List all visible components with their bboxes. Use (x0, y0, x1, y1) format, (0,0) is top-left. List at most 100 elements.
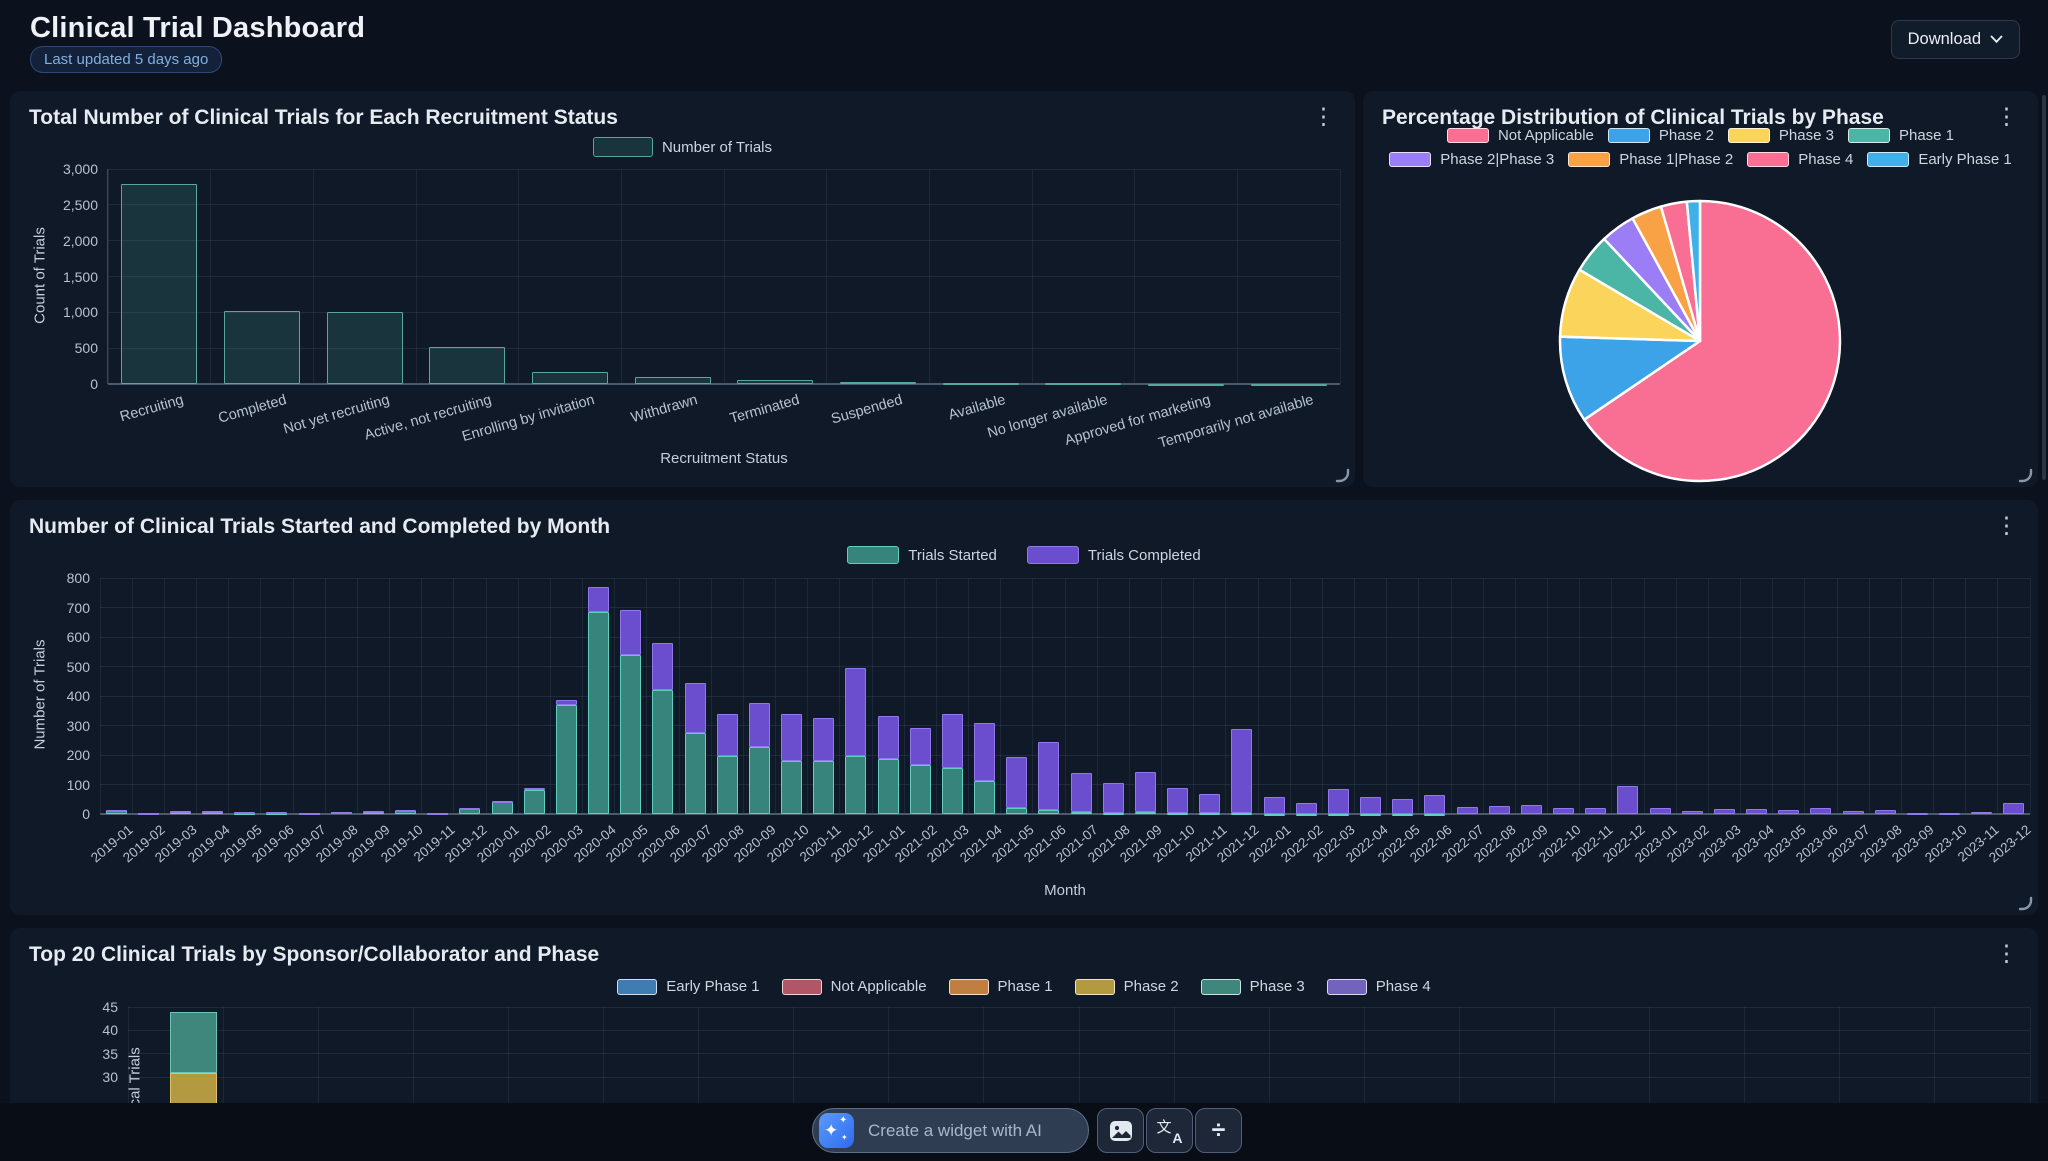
bar-2021-05-trials-started[interactable] (1006, 807, 1028, 814)
bar-2019-04-trials-completed[interactable] (202, 811, 224, 814)
bar-2021-04-trials-started[interactable] (974, 781, 996, 814)
pie-slice-phase-2[interactable] (1558, 335, 1702, 421)
legend-item-phase-2[interactable]: Phase 2 (1607, 127, 1714, 144)
bar-2019-05-trials-completed[interactable] (234, 812, 256, 815)
bar-2019-06-trials-completed[interactable] (266, 811, 288, 814)
bar-completed-count[interactable] (224, 310, 300, 384)
insert-image-button[interactable] (1097, 1108, 1144, 1153)
bar-2021-03-trials-completed[interactable] (941, 713, 963, 769)
bar-2020-09-trials-started[interactable] (748, 746, 770, 814)
pie-slice-early-phase-1[interactable] (1685, 199, 1702, 343)
bar-2023-08-trials-completed[interactable] (1874, 809, 1896, 814)
bar-2023-12-trials-completed[interactable] (2003, 802, 2025, 814)
bar-2019-11-trials-completed[interactable] (427, 812, 449, 815)
bar-2020-02-trials-completed[interactable] (523, 788, 545, 791)
legend-item-phase-4[interactable]: Phase 4 (1747, 151, 1853, 168)
bar-2020-04-trials-completed[interactable] (588, 586, 610, 612)
bar-2020-10-trials-completed[interactable] (781, 713, 803, 761)
bar-2021-10-trials-completed[interactable] (1167, 788, 1189, 814)
bar-2019-12-trials-completed[interactable] (459, 808, 481, 811)
bar-2021-02-trials-completed[interactable] (909, 727, 931, 766)
bar-2019-07-trials-completed[interactable] (298, 812, 320, 815)
bar-enrolling-by-invitation-count[interactable] (532, 372, 608, 384)
bar-2022-02-trials-started[interactable] (1295, 813, 1317, 816)
bar-2022-03-trials-started[interactable] (1327, 813, 1349, 816)
legend-item-not-applicable[interactable]: Not Applicable (1446, 127, 1594, 144)
legend-item-phase-2[interactable]: Phase 2 (1074, 978, 1179, 995)
bar-terminated-count[interactable] (737, 379, 814, 384)
bar-2022-04-trials-started[interactable] (1360, 813, 1382, 816)
bar-2022-11-trials-completed[interactable] (1585, 808, 1607, 814)
bar-2020-03-trials-started[interactable] (555, 704, 577, 814)
bar-2021-07-trials-completed[interactable] (1070, 773, 1092, 812)
bar-2021-09-trials-started[interactable] (1134, 811, 1156, 814)
bar-2023-07-trials-completed[interactable] (1842, 810, 1864, 814)
bar-2021-04-trials-completed[interactable] (974, 723, 996, 782)
legend-item-phase-3[interactable]: Phase 3 (1727, 127, 1834, 144)
bar-2021-06-trials-started[interactable] (1038, 809, 1060, 814)
bar-2020-05-trials-completed[interactable] (620, 610, 642, 655)
bar-2023-02-trials-completed[interactable] (1681, 811, 1703, 814)
bar-2021-01-trials-started[interactable] (877, 759, 899, 814)
bar-2022-01-trials-completed[interactable] (1263, 797, 1285, 814)
panel-menu-kebab-icon[interactable]: ⋮ (1995, 512, 2018, 538)
divide-button[interactable]: ÷ (1195, 1108, 1242, 1153)
bar-2020-07-trials-completed[interactable] (684, 683, 706, 733)
bar-2022-12-trials-completed[interactable] (1617, 785, 1639, 814)
bar-suspended-count[interactable] (840, 382, 916, 385)
legend-item-phase-4[interactable]: Phase 4 (1326, 978, 1431, 995)
bar-2021-12-trials-started[interactable] (1231, 813, 1253, 816)
bar-2019-10-trials-completed[interactable] (395, 810, 417, 813)
panel-resize-handle-icon[interactable] (2018, 896, 2033, 911)
bar-2021-05-trials-completed[interactable] (1006, 757, 1028, 808)
legend-item-trials-started[interactable]: Trials Started (847, 546, 997, 564)
bar-2020-02-trials-started[interactable] (523, 790, 545, 814)
create-widget-ai-button[interactable]: ✦ ✦ ✦ Create a widget with AI (812, 1108, 1089, 1153)
bar-2021-11-trials-started[interactable] (1199, 813, 1221, 816)
bar-2021-01-trials-completed[interactable] (877, 715, 899, 760)
bar-2021-09-trials-completed[interactable] (1134, 771, 1156, 812)
bar-2020-05-trials-started[interactable] (620, 654, 642, 814)
legend-item-phase-1[interactable]: Phase 1 (948, 978, 1053, 995)
bar-2022-07-trials-completed[interactable] (1456, 806, 1478, 814)
bar-2023-03-trials-completed[interactable] (1713, 808, 1735, 814)
bar-2021-02-trials-started[interactable] (909, 765, 931, 814)
legend-item-early-phase-1[interactable]: Early Phase 1 (1867, 151, 2012, 168)
bar-temporarily-not-available-count[interactable] (1250, 383, 1327, 386)
bar-2022-06-trials-completed[interactable] (1424, 794, 1446, 814)
bar-2022-05-trials-completed[interactable] (1392, 798, 1414, 814)
legend-item-phase-2-phase-3[interactable]: Phase 2|Phase 3 (1389, 151, 1554, 168)
panel-menu-kebab-icon[interactable]: ⋮ (1995, 103, 2018, 129)
bar-not-yet-recruiting-count[interactable] (326, 312, 403, 384)
bar-2019-09-trials-completed[interactable] (362, 811, 384, 814)
bar-2019-08-trials-completed[interactable] (330, 811, 352, 814)
bar-2023-01-trials-completed[interactable] (1649, 807, 1671, 814)
bar-2023-06-trials-completed[interactable] (1810, 808, 1832, 814)
bar-2021-08-trials-completed[interactable] (1102, 783, 1124, 813)
page-scrollbar-thumb[interactable] (2042, 95, 2046, 480)
legend-item-early-phase-1[interactable]: Early Phase 1 (617, 978, 760, 995)
bar-2021-10-trials-started[interactable] (1167, 813, 1189, 816)
bar-2019-02-trials-completed[interactable] (137, 813, 159, 816)
legend-item-number-of-trials[interactable]: Number of Trials (592, 137, 772, 157)
bar-2020-03-trials-completed[interactable] (555, 699, 577, 705)
bar-top-sponsor-phase-3[interactable] (170, 1011, 218, 1073)
bar-2020-06-trials-started[interactable] (652, 690, 674, 814)
bar-2022-02-trials-completed[interactable] (1295, 803, 1317, 814)
bar-2022-10-trials-completed[interactable] (1553, 807, 1575, 814)
bar-2023-11-trials-completed[interactable] (1971, 812, 1993, 815)
bar-2022-03-trials-completed[interactable] (1327, 788, 1349, 814)
panel-menu-kebab-icon[interactable]: ⋮ (1312, 103, 1335, 129)
bar-2020-11-trials-completed[interactable] (813, 718, 835, 761)
bar-2023-09-trials-completed[interactable] (1906, 812, 1928, 815)
bar-2021-06-trials-completed[interactable] (1038, 741, 1060, 810)
bar-approved-for-marketing-count[interactable] (1148, 383, 1224, 386)
bar-2020-04-trials-started[interactable] (588, 611, 610, 814)
bar-2020-01-trials-completed[interactable] (491, 800, 513, 803)
bar-no-longer-available-count[interactable] (1045, 383, 1122, 386)
bar-2020-12-trials-started[interactable] (845, 756, 867, 814)
legend-item-phase-3[interactable]: Phase 3 (1200, 978, 1305, 995)
bar-2022-06-trials-started[interactable] (1424, 813, 1446, 816)
bar-2023-04-trials-completed[interactable] (1746, 808, 1768, 814)
